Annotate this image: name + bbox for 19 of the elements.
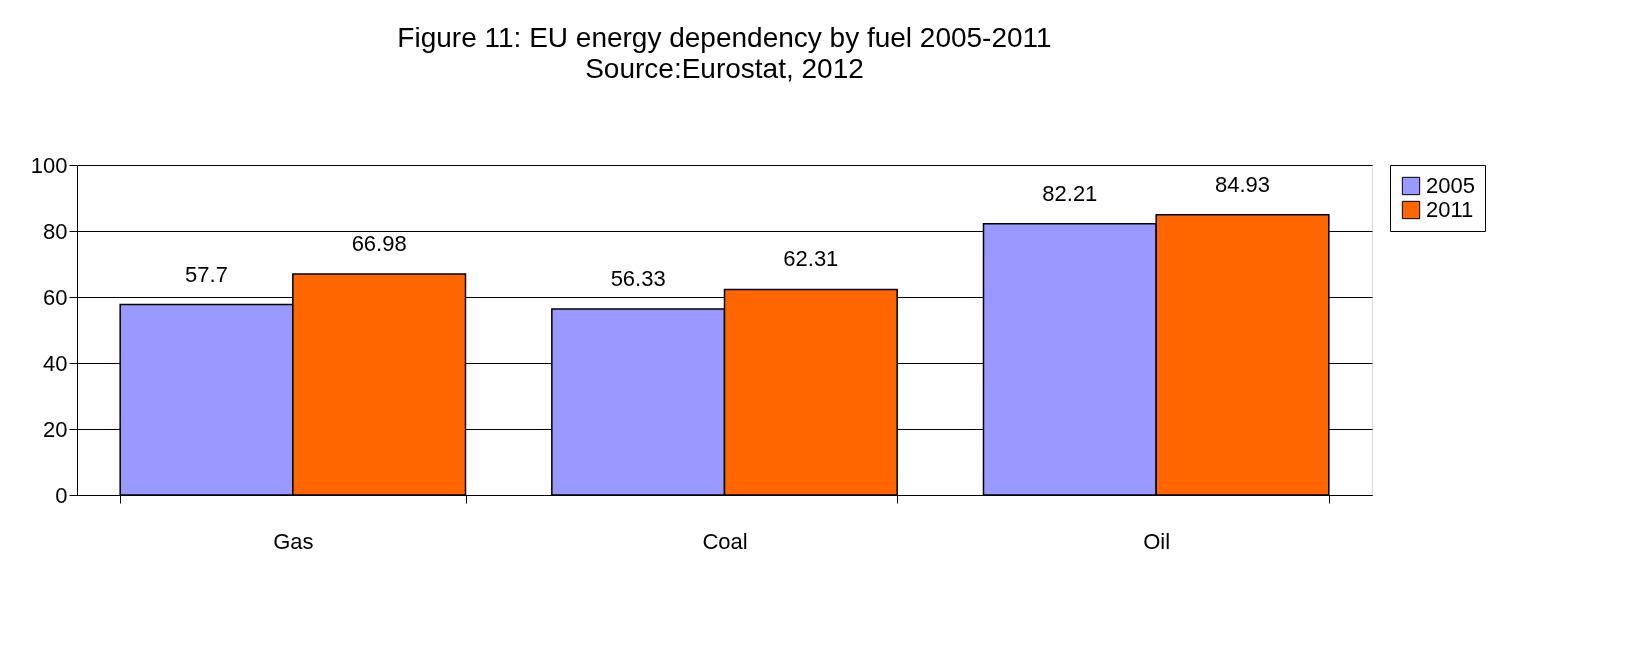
data-label: 57.7	[185, 261, 228, 287]
chart-title: Figure 11: EU energy dependency by fuel 2005-2011	[397, 22, 1052, 53]
y-tick-label: 60	[43, 284, 68, 310]
x-tick-label: Coal	[702, 528, 748, 554]
x-tick-label: Oil	[1143, 528, 1171, 554]
chart-subtitle: Source:Eurostat, 2012	[585, 53, 864, 84]
data-label: 82.21	[1042, 180, 1098, 206]
data-label: 62.31	[783, 246, 839, 272]
legend-label: 2011	[1426, 197, 1474, 222]
data-label: 84.93	[1214, 171, 1271, 197]
data-label: 66.98	[351, 230, 407, 256]
data-label: 56.33	[610, 266, 666, 292]
y-tick-label: 40	[43, 350, 68, 376]
legend-label: 2005	[1426, 173, 1475, 198]
y-tick-label: 100	[30, 152, 68, 178]
y-tick-label: 0	[55, 482, 68, 508]
y-tick-label: 80	[43, 218, 68, 244]
y-tick-label: 20	[43, 416, 68, 442]
x-tick-label: Gas	[273, 528, 314, 554]
